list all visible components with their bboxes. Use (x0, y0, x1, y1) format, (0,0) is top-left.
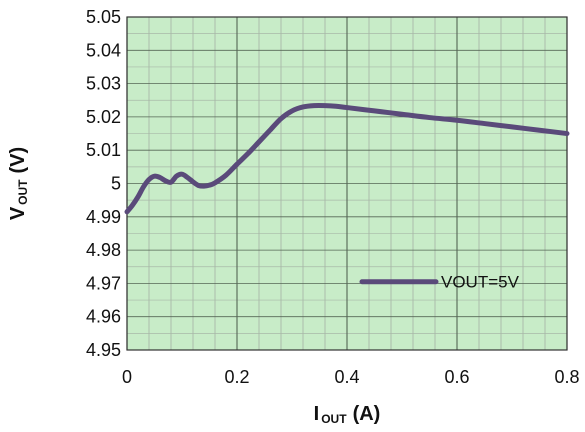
y-tick-label: 4.95 (86, 340, 121, 360)
y-tick-label: 5.04 (86, 40, 121, 60)
x-tick-label: 0 (122, 367, 132, 387)
y-axis-label-subscript: OUT (16, 179, 30, 205)
y-tick-label: 5 (111, 174, 121, 194)
x-tick-label: 0.6 (444, 367, 469, 387)
legend-label: VOUT=5V (441, 273, 520, 292)
x-axis-label-main: I (314, 403, 320, 425)
series-line-vout-5v (124, 102, 570, 215)
y-tick-label: 5.05 (86, 7, 121, 27)
y-axis-label: VOUT (V) (7, 147, 30, 220)
y-tick-labels: 5.05 5.04 5.03 5.02 5.01 5 4.99 4.98 4.97 4.96 4.9… (86, 7, 121, 360)
plot-frame (126, 16, 568, 351)
legend: VOUT=5V (359, 273, 520, 292)
x-tick-labels: 0 0.2 0.4 0.6 0.8 (122, 367, 580, 387)
y-axis-label-unit: (V) (7, 147, 29, 174)
x-axis-label: I OUT (A) (314, 403, 381, 426)
x-axis-label-subscript: OUT (321, 412, 347, 426)
y-tick-label: 4.98 (86, 240, 121, 260)
x-axis-label-unit: (A) (353, 403, 381, 425)
y-tick-label: 5.03 (86, 74, 121, 94)
x-tick-label: 0.4 (334, 367, 359, 387)
y-tick-label: 4.99 (86, 207, 121, 227)
y-tick-label: 4.96 (86, 307, 121, 327)
x-tick-label: 0.2 (224, 367, 249, 387)
y-tick-label: 4.97 (86, 273, 121, 293)
x-tick-label: 0.8 (554, 367, 579, 387)
y-axis-label-main: V (7, 206, 29, 220)
y-tick-label: 5.01 (86, 140, 121, 160)
y-tick-label: 5.02 (86, 107, 121, 127)
